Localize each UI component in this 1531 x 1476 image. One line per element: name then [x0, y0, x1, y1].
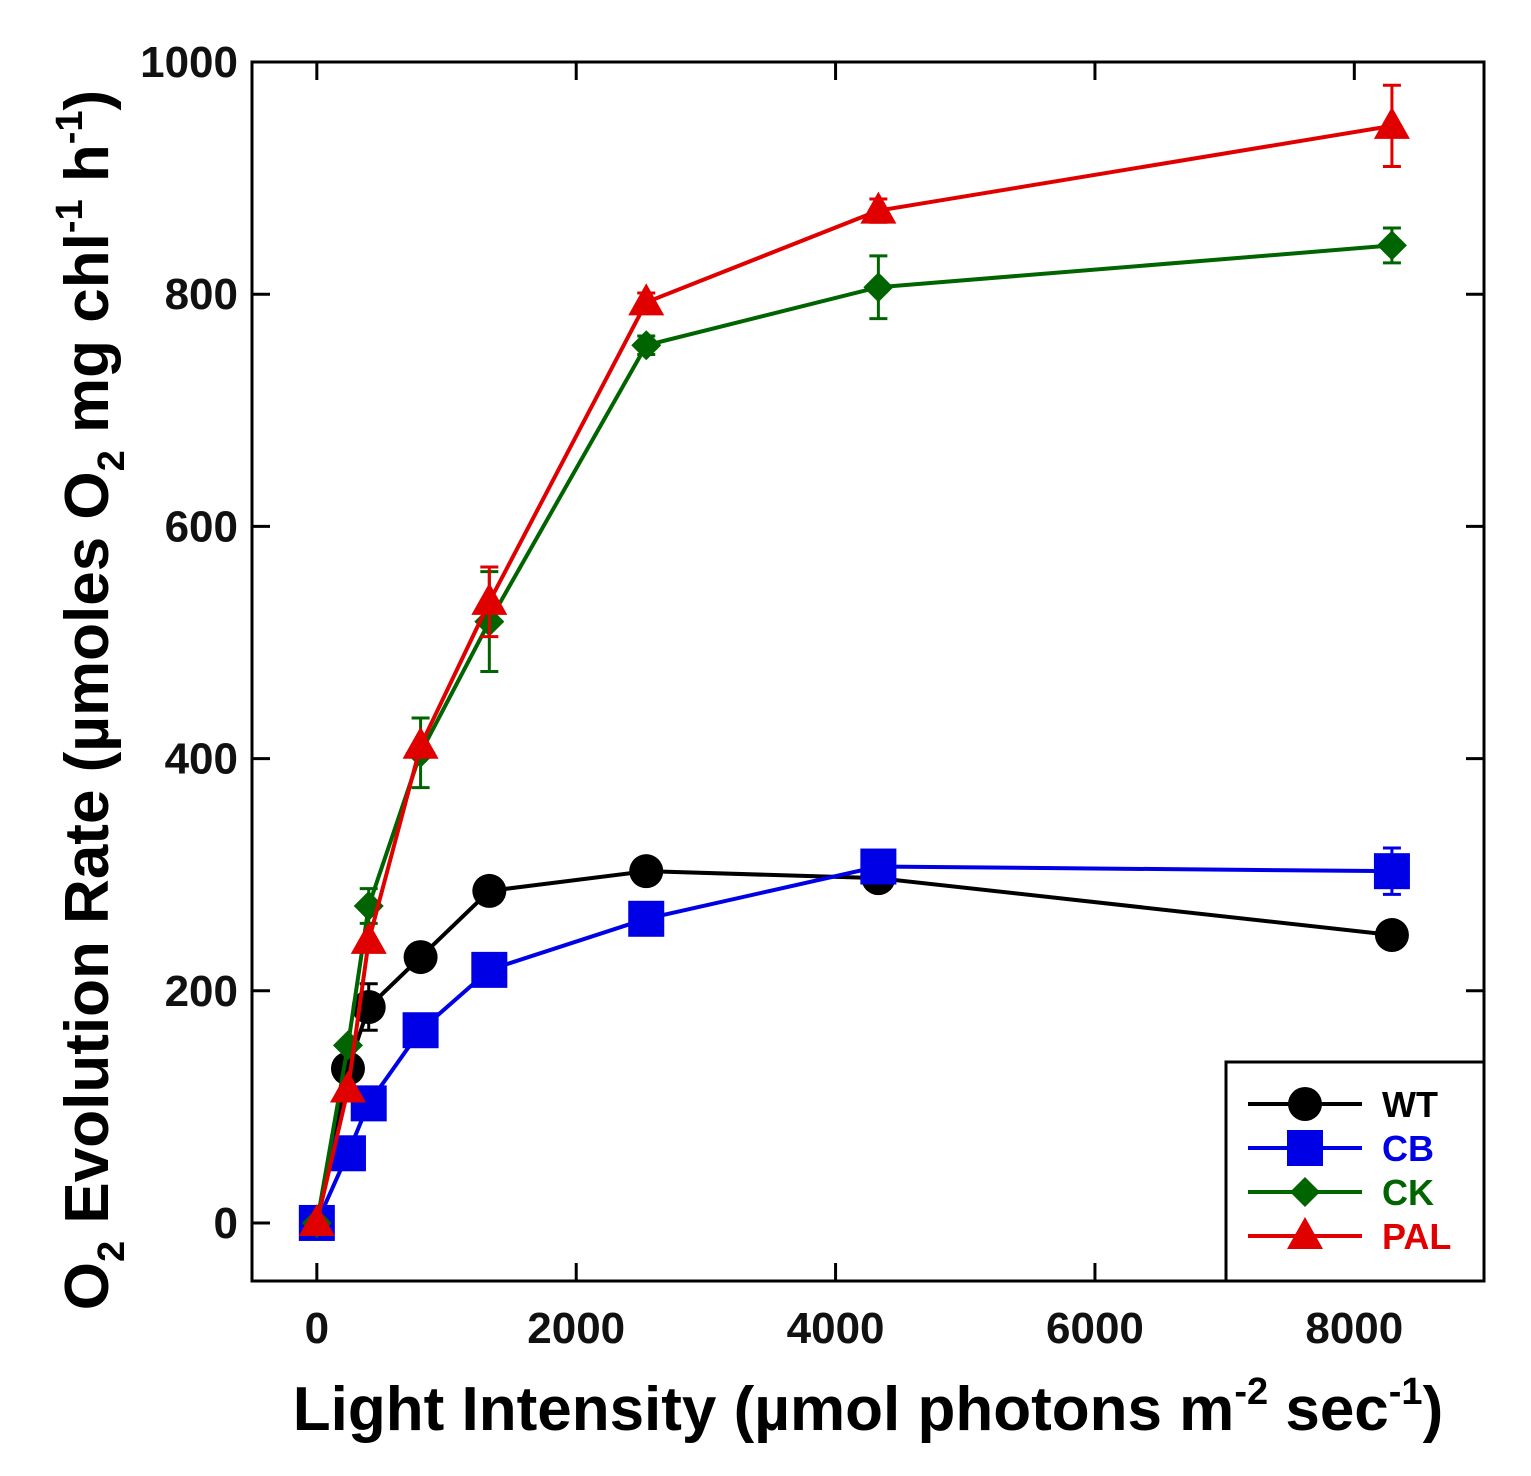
data-point-wt [403, 940, 438, 975]
y-tick-label: 1000 [140, 38, 238, 87]
data-point-cb [1373, 853, 1410, 890]
x-axis-title: Light Intensity (µmol photons m-2 sec-1) [293, 1371, 1443, 1444]
legend-marker-pal [1287, 1217, 1323, 1249]
series-ck [301, 226, 1407, 1238]
data-point-pal [350, 921, 387, 954]
legend-label-cb: CB [1382, 1128, 1434, 1169]
series-pal [298, 83, 1410, 1236]
legend-marker-ck [1290, 1177, 1320, 1207]
data-point-wt [472, 873, 507, 908]
x-tick-label: 2000 [527, 1304, 625, 1353]
data-point-pal [329, 1070, 366, 1103]
data-point-pal [471, 582, 508, 615]
x-tick-label: 8000 [1305, 1304, 1403, 1353]
y-axis-title: O2 Evolution Rate (µmoles O2 mg chl-1 h-… [49, 90, 133, 1310]
data-point-wt [629, 854, 664, 889]
data-point-wt [330, 1051, 365, 1086]
x-tick-label: 6000 [1046, 1304, 1144, 1353]
legend-box [1224, 1060, 1486, 1283]
data-point-ck [631, 330, 662, 361]
data-point-ck [1376, 230, 1407, 261]
data-point-cb [402, 1012, 439, 1049]
data-point-cb [471, 951, 508, 988]
data-point-pal [402, 726, 439, 759]
plot-layer: 0 200 400 600 800 1000 0 2000 4000 6000 8000 WTCBCK… [140, 38, 1486, 1353]
data-point-ck [863, 272, 894, 303]
series-line-pal [314, 123, 1393, 1224]
plot-frame [250, 60, 1486, 1283]
data-point-cb [860, 848, 897, 885]
y-tick-label: 800 [165, 270, 238, 319]
y-tick-label: 600 [165, 502, 238, 551]
data-point-pal [860, 191, 897, 224]
y-tick-label: 200 [165, 967, 238, 1016]
y-tick-label: 400 [165, 735, 238, 784]
legend-label-wt: WT [1382, 1084, 1438, 1125]
legend-label-pal: PAL [1382, 1216, 1451, 1257]
data-point-wt [1374, 918, 1409, 953]
legend-label-ck: CK [1382, 1172, 1434, 1213]
legend-marker-cb [1287, 1130, 1323, 1166]
data-point-pal [298, 1203, 335, 1236]
data-point-pal [628, 283, 665, 316]
data-point-pal [1373, 106, 1410, 139]
x-tick-label: 0 [305, 1304, 329, 1353]
legend-marker-wt [1288, 1087, 1322, 1121]
x-tick-label: 4000 [787, 1304, 885, 1353]
y-tick-label: 0 [214, 1199, 238, 1248]
series-line-ck [314, 243, 1393, 1224]
data-point-cb [628, 900, 665, 937]
